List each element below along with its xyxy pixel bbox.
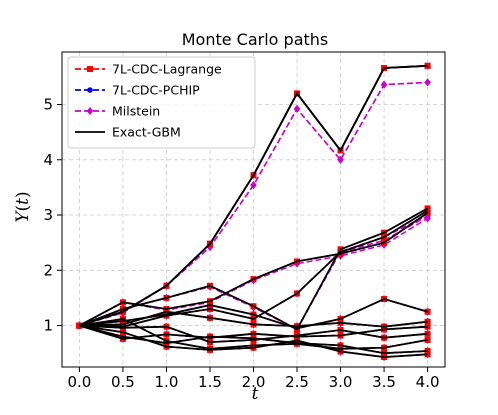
path-line-1 xyxy=(79,64,428,327)
legend-marker-1 xyxy=(87,87,93,93)
y-axis: 1 2 3 4 5 xyxy=(43,96,62,335)
path-line-9 xyxy=(79,317,428,350)
legend-marker-2 xyxy=(86,107,94,115)
y-tick-label-2: 3 xyxy=(43,206,53,224)
legend-label-3: Exact-GBM xyxy=(112,125,181,140)
series-exact-gbm xyxy=(78,64,429,359)
chart-title: Monte Carlo paths xyxy=(182,30,329,49)
y-tick-label-4: 5 xyxy=(43,96,53,114)
x-tick-label-1: 0.5 xyxy=(111,373,135,391)
path-line-5 xyxy=(79,298,428,330)
legend-label-2: Milstein xyxy=(112,104,160,119)
x-tick-label-0: 0.0 xyxy=(67,373,91,391)
path-1-point-4 xyxy=(250,181,257,190)
x-tick-label-3: 1.5 xyxy=(198,373,222,391)
y-tick-label-3: 4 xyxy=(43,151,53,169)
y-tick-label-1: 2 xyxy=(43,261,53,279)
x-tick-label-4: 2.0 xyxy=(242,373,266,391)
legend-box xyxy=(67,56,256,149)
x-axis-label: t xyxy=(252,384,259,404)
path-line-8 xyxy=(79,324,428,344)
path-line-3 xyxy=(78,212,429,327)
legend-label-1: 7L-CDC-PCHIP xyxy=(112,83,200,98)
legend-label-0: 7L-CDC-Lagrange xyxy=(112,62,222,77)
x-axis: 0.0 0.5 1.0 1.5 2.0 2.5 3.0 3.5 4.0 xyxy=(67,367,440,391)
path-5-point-8 xyxy=(424,308,431,315)
path-1-point-6 xyxy=(337,155,344,164)
x-tick-label-2: 1.0 xyxy=(155,373,179,391)
x-tick-label-7: 3.5 xyxy=(372,373,396,391)
y-axis-label: Y(t) xyxy=(13,191,33,222)
legend: 7L-CDC-Lagrange 7L-CDC-PCHIP Milstein Exact… xyxy=(67,56,256,149)
path-1-point-8 xyxy=(424,78,431,87)
path-1-point-7 xyxy=(380,80,388,89)
x-tick-label-5: 2.5 xyxy=(285,373,309,391)
path-line-6 xyxy=(79,310,428,328)
y-tick-label-0: 1 xyxy=(43,317,53,335)
series-layer xyxy=(76,62,431,362)
path-line-4 xyxy=(79,209,429,328)
path-line-10 xyxy=(79,324,428,359)
path-line-11 xyxy=(79,324,428,355)
legend-marker-0 xyxy=(87,66,93,72)
x-tick-label-6: 3.0 xyxy=(329,373,353,391)
path-1-point-5 xyxy=(293,104,301,113)
x-tick-label-8: 4.0 xyxy=(416,373,440,391)
